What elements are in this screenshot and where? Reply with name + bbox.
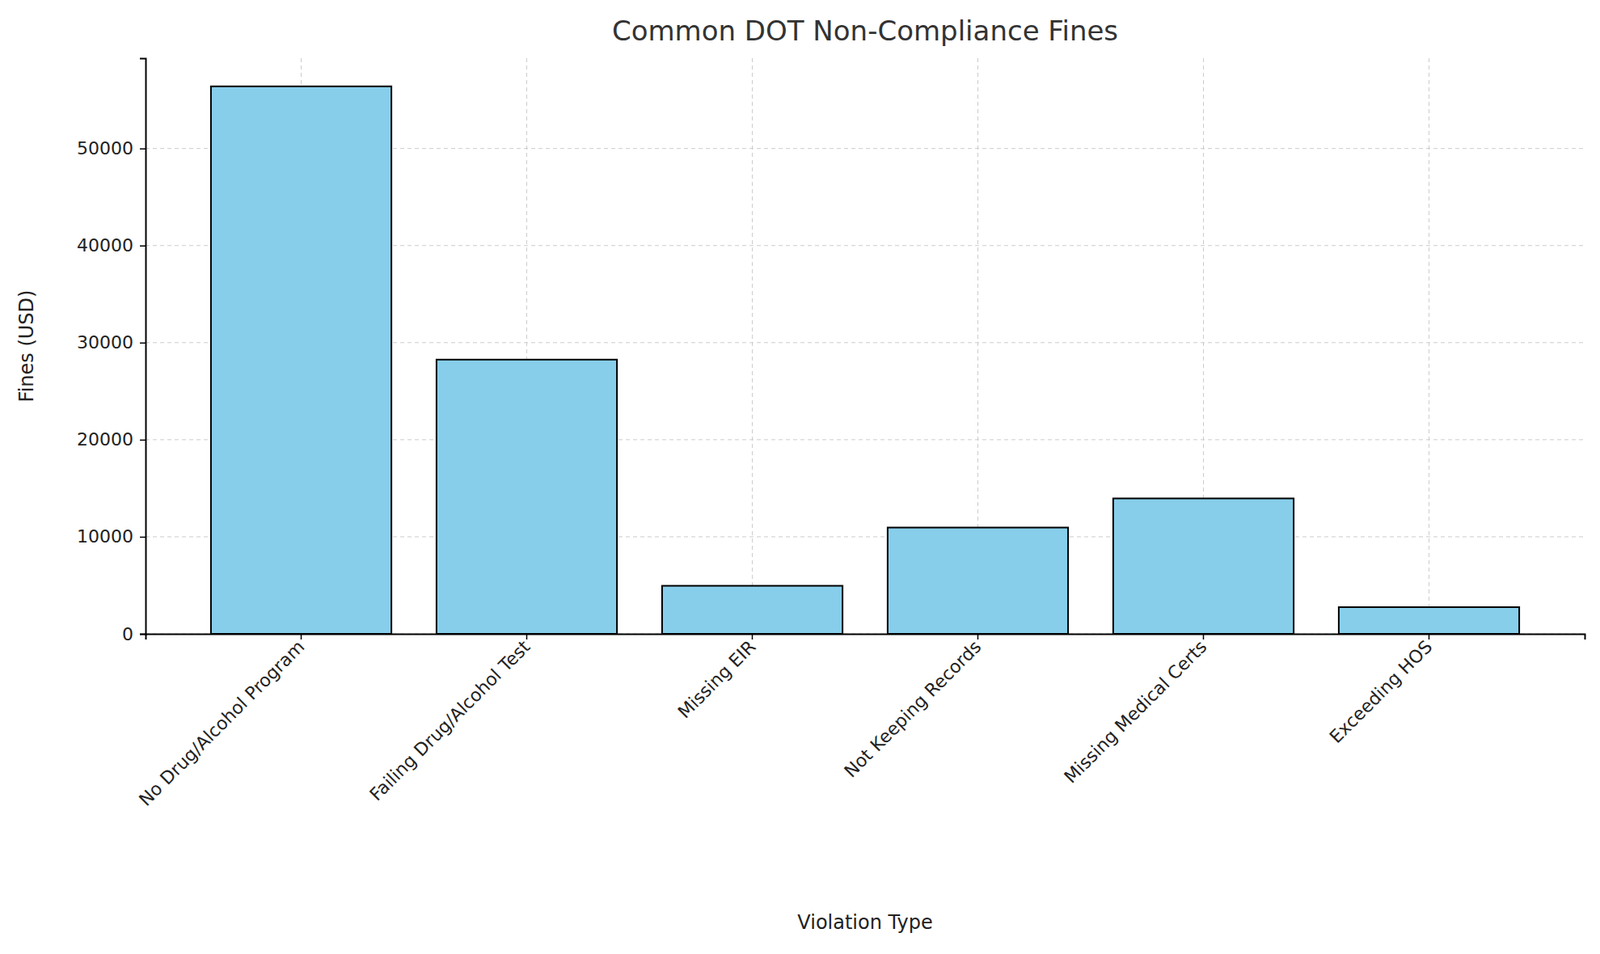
tick-mark <box>139 342 146 345</box>
tick-mark <box>1203 633 1205 640</box>
tick: Failing Drug/Alcohol Test <box>365 633 534 805</box>
y-axis: 0 10000 20000 30000 40000 50000 <box>76 59 147 645</box>
bar <box>1113 498 1294 634</box>
tick-label: Missing EIR <box>674 636 760 722</box>
tick-mark <box>139 536 146 539</box>
tick: Exceeding HOS <box>1325 633 1437 748</box>
tick-mark <box>751 633 754 640</box>
tick: 0 <box>122 624 146 645</box>
bar <box>436 359 617 634</box>
tick: 10000 <box>76 526 146 547</box>
tick: Missing EIR <box>674 633 760 722</box>
bar <box>211 86 392 634</box>
grid-line <box>1428 58 1430 634</box>
tick-label: 0 <box>122 624 134 645</box>
bars <box>211 86 1520 634</box>
tick-label: 30000 <box>76 332 134 353</box>
tick-mark <box>300 633 303 640</box>
grid-line <box>751 58 753 634</box>
tick: 40000 <box>76 235 146 256</box>
bar <box>1338 607 1520 634</box>
grid <box>145 58 1585 634</box>
axis-line <box>146 634 1586 641</box>
tick-mark <box>139 147 146 150</box>
bar <box>662 586 843 634</box>
plot-area: 0 10000 20000 30000 40000 50000 No Drug/Alcoho… <box>76 58 1586 811</box>
tick: 20000 <box>76 429 146 450</box>
tick: 50000 <box>76 138 146 159</box>
tick-mark <box>139 439 146 442</box>
tick-mark <box>139 244 146 247</box>
x-axis-title: Violation Type <box>797 911 933 934</box>
tick-label: 40000 <box>76 235 134 256</box>
tick-mark <box>526 633 528 640</box>
title: Common DOT Non-Compliance Fines <box>612 14 1119 47</box>
tick: Missing Medical Certs <box>1059 633 1211 788</box>
axis-line <box>139 59 147 635</box>
chart: 0 10000 20000 30000 40000 50000 No Drug/Alcoho… <box>0 0 1600 954</box>
tick-label: Not Keeping Records <box>840 636 985 782</box>
tick-label: 20000 <box>76 429 134 450</box>
tick: 30000 <box>76 332 146 353</box>
tick-label: No Drug/Alcohol Program <box>135 636 309 810</box>
tick: Not Keeping Records <box>840 633 985 782</box>
x-axis: No Drug/Alcohol Program Failing Drug/Alco… <box>135 633 1585 811</box>
tick-label: Missing Medical Certs <box>1059 636 1211 787</box>
tick-label: 50000 <box>76 138 134 159</box>
tick-label: 10000 <box>76 526 134 547</box>
bar <box>887 527 1069 634</box>
y-axis-title: Fines (USD) <box>15 290 38 403</box>
tick-label: Failing Drug/Alcohol Test <box>365 636 534 805</box>
tick-label: Exceeding HOS <box>1325 636 1437 748</box>
tick: No Drug/Alcohol Program <box>135 633 309 811</box>
tick-mark <box>1428 633 1431 640</box>
tick-mark <box>977 633 980 640</box>
tick-mark <box>139 633 146 636</box>
